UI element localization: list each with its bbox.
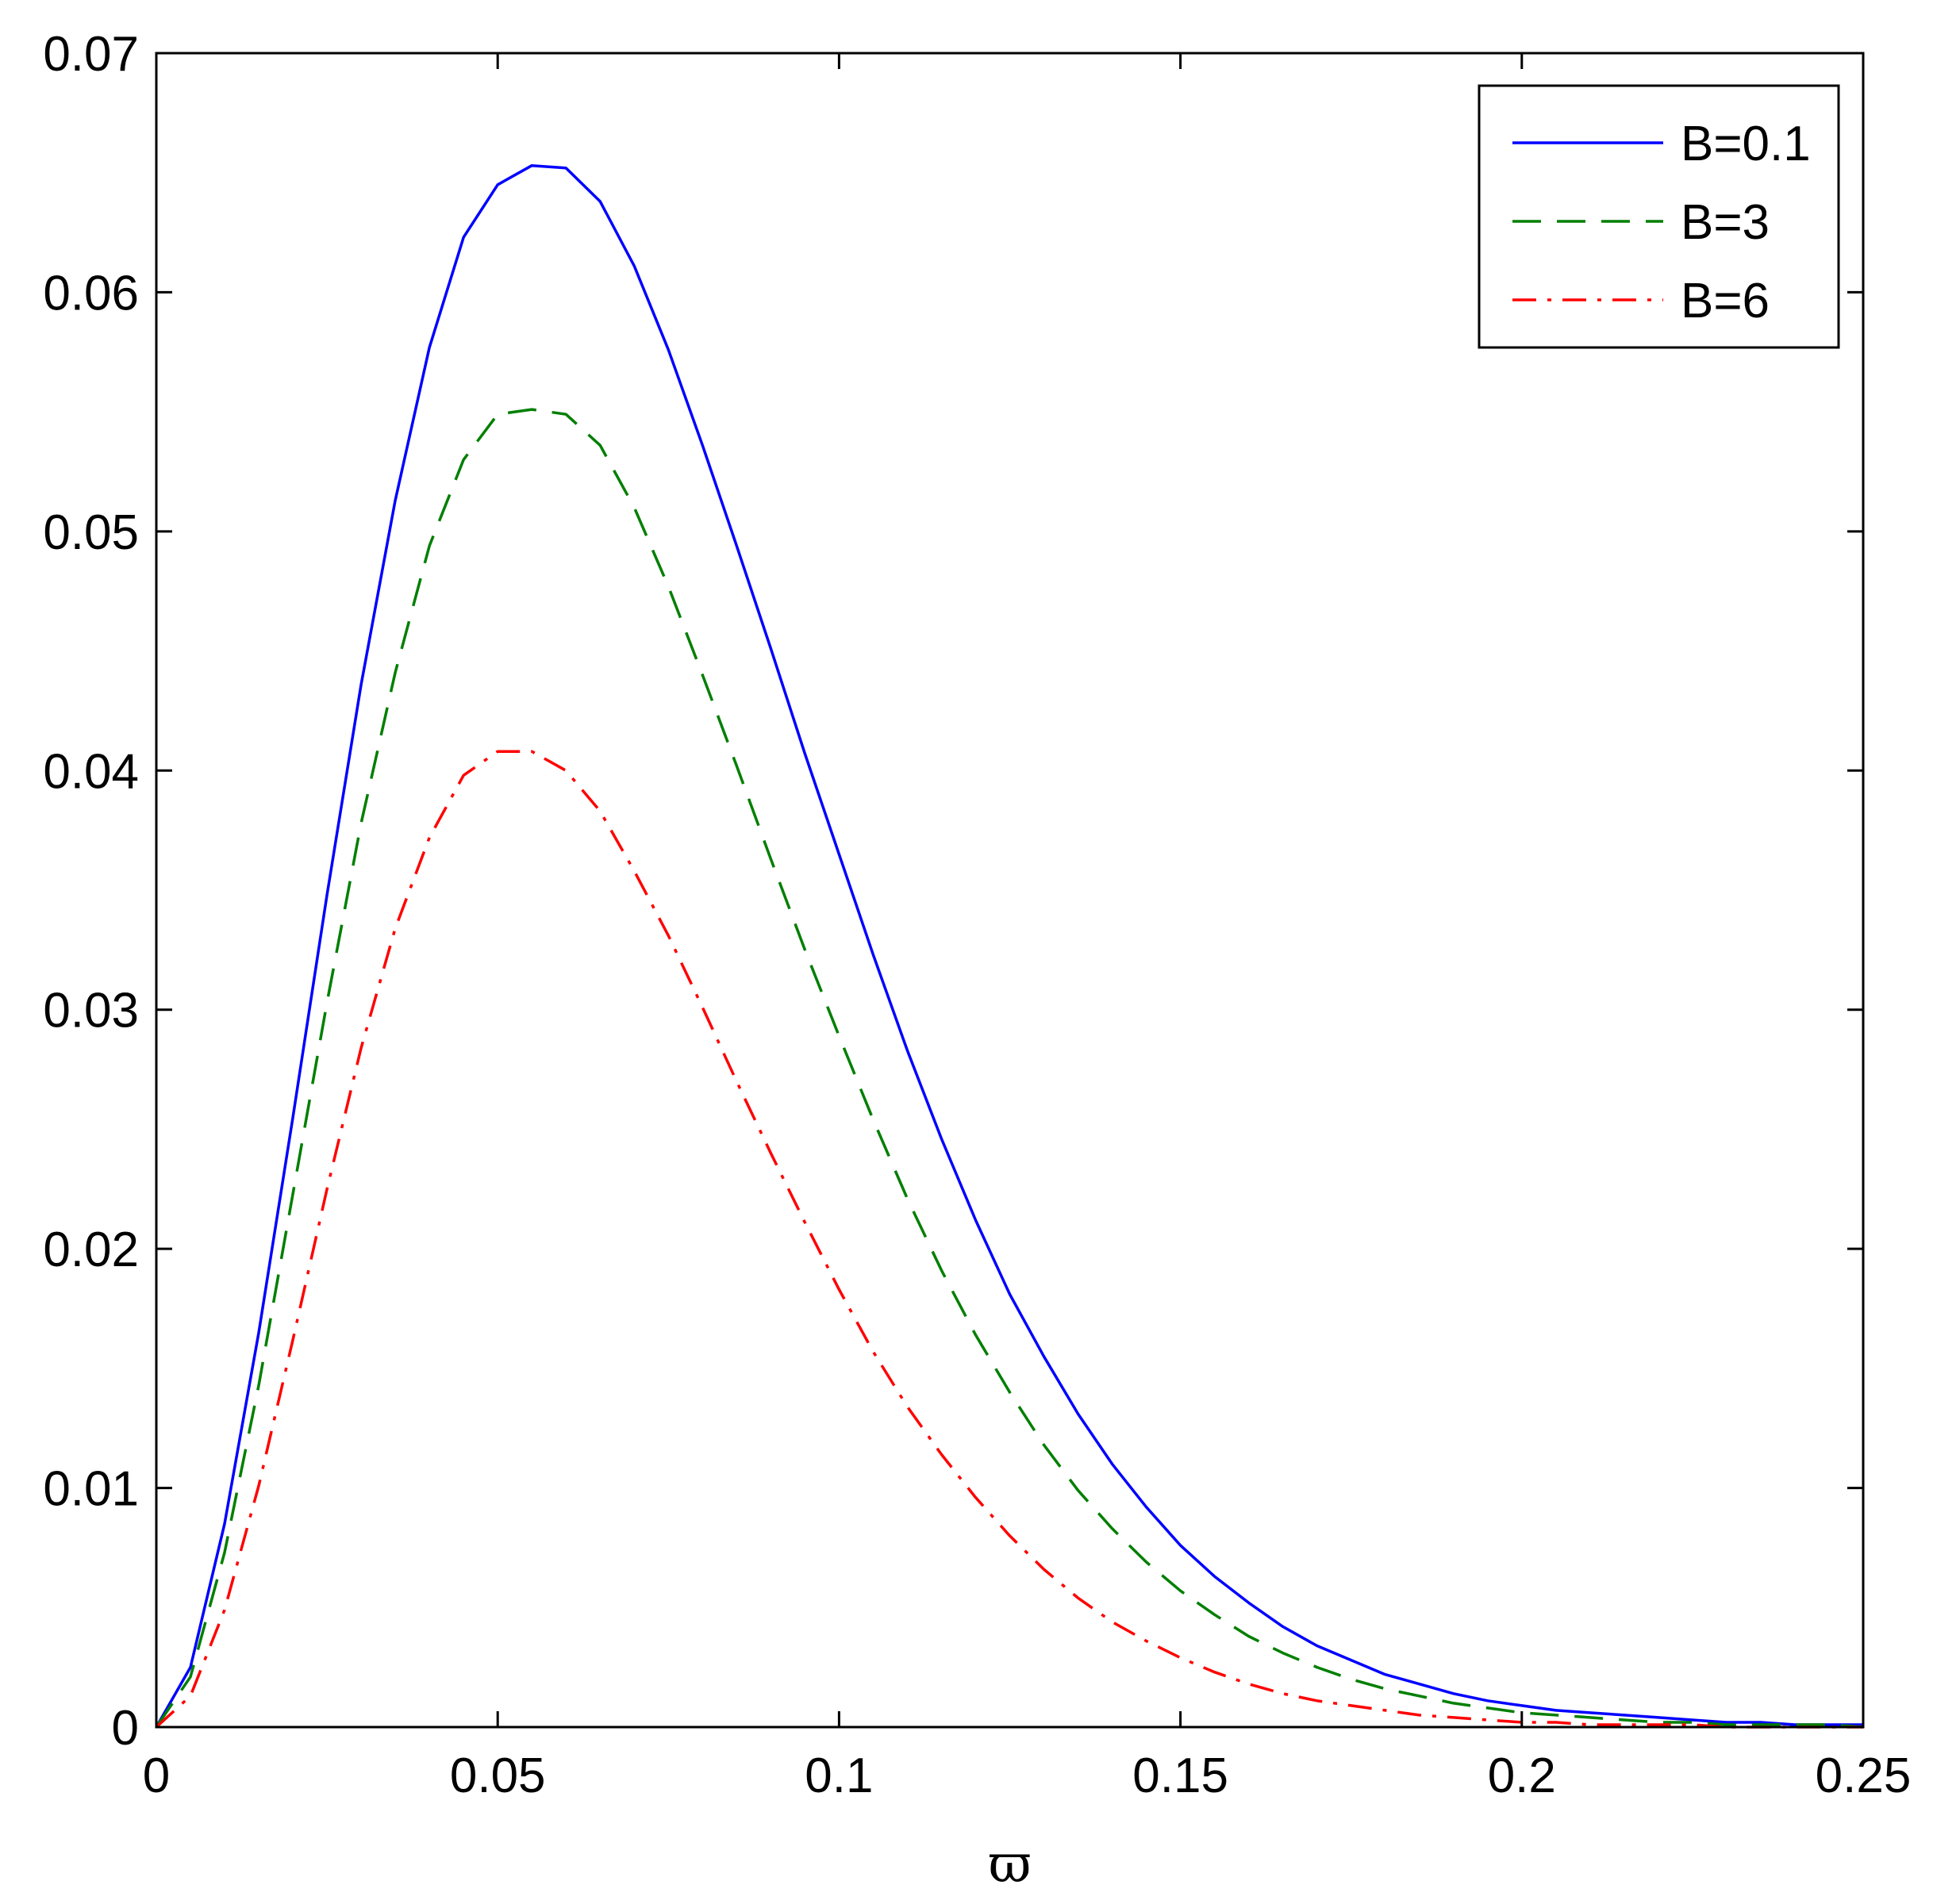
y-tick-label: 0.06 [43,266,139,321]
x-tick-label: 0.15 [1132,1749,1228,1803]
x-tick-label: 0.05 [450,1749,546,1803]
legend-box [1478,84,1840,349]
series-line-1 [155,408,1864,1729]
series-line-2 [155,750,1863,1729]
y-tick-label: 0.02 [43,1223,139,1277]
plot-lines [155,163,1864,1729]
legend-label-1: B=3 [1681,195,1770,250]
tick-labels: 0 0.05 0.1 0.15 0.2 0.25 0 0.01 0.02 0.03 0.04 0.05… [43,27,1911,1803]
y-tick-label: 0.05 [43,505,139,560]
legend-label-2: B=6 [1681,274,1770,328]
legend-label-0: B=0.1 [1681,117,1811,171]
x-tick-label: 0.2 [1488,1749,1556,1803]
legend: B=0.1 B=3 B=6 [1478,84,1840,349]
y-tick-label: 0.03 [43,984,139,1038]
y-tick-label: 0 [112,1701,139,1756]
series-line-0 [155,163,1863,1728]
y-tick-label: 0.01 [43,1462,139,1517]
x-tick-label: 0.25 [1816,1749,1912,1803]
x-tick-label: 0.1 [805,1749,873,1803]
y-tick-label: 0.07 [43,27,139,82]
axes-frame [155,52,1865,1729]
x-tick-label: 0 [143,1749,170,1803]
x-axis-title: ϖ [989,1833,1032,1894]
y-tick-label: 0.04 [43,744,139,799]
